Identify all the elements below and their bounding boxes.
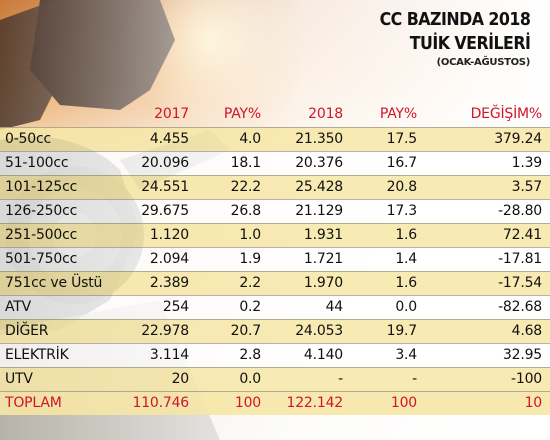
cell-change: 10 (425, 391, 550, 415)
cell-pay-2017: 2.2 (197, 271, 269, 295)
cell-2017: 2.389 (118, 271, 197, 295)
cell-pay-2018: 19.7 (351, 319, 425, 343)
cell-change: -28.80 (425, 199, 550, 223)
cell-2018: 21.129 (269, 199, 351, 223)
cell-pay-2018: 17.5 (351, 127, 425, 151)
cell-2017: 3.114 (118, 343, 197, 367)
cell-change: 4.68 (425, 319, 550, 343)
cell-pay-2017: 4.0 (197, 127, 269, 151)
table-row: 51-100cc 20.096 18.1 20.376 16.7 1.39 (0, 151, 550, 175)
cell-pay-2018: 3.4 (351, 343, 425, 367)
cell-2017: 29.675 (118, 199, 197, 223)
row-label: 101-125cc (0, 175, 118, 199)
cc-data-table: 2017 PAY% 2018 PAY% DEĞİŞİM% 0-50cc 4.45… (0, 101, 550, 415)
cell-pay-2018: 100 (351, 391, 425, 415)
cell-2017: 22.978 (118, 319, 197, 343)
cell-pay-2017: 0.0 (197, 367, 269, 391)
cell-pay-2018: 16.7 (351, 151, 425, 175)
cell-pay-2017: 2.8 (197, 343, 269, 367)
cell-pay-2017: 1.0 (197, 223, 269, 247)
header-pay-2018: PAY% (379, 105, 417, 122)
cell-pay-2018: 1.6 (351, 271, 425, 295)
row-label: 0-50cc (0, 127, 118, 151)
cell-2017: 110.746 (118, 391, 197, 415)
row-label: 51-100cc (0, 151, 118, 175)
cell-change: 32.95 (425, 343, 550, 367)
cell-pay-2018: 17.3 (351, 199, 425, 223)
total-row: TOPLAM 110.746 100 122.142 100 10 (0, 391, 550, 415)
cell-pay-2017: 0.2 (197, 295, 269, 319)
cell-change: -100 (425, 367, 550, 391)
cell-pay-2017: 18.1 (197, 151, 269, 175)
table-row: 126-250cc 29.675 26.8 21.129 17.3 -28.80 (0, 199, 550, 223)
cell-change: 379.24 (425, 127, 550, 151)
cell-pay-2017: 100 (197, 391, 269, 415)
cell-change: -17.81 (425, 247, 550, 271)
table-row: 501-750cc 2.094 1.9 1.721 1.4 -17.81 (0, 247, 550, 271)
cell-2017: 24.551 (118, 175, 197, 199)
cell-change: 72.41 (425, 223, 550, 247)
cell-2018: 1.970 (269, 271, 351, 295)
cell-pay-2018: 0.0 (351, 295, 425, 319)
table-row: 751cc ve Üstü 2.389 2.2 1.970 1.6 -17.54 (0, 271, 550, 295)
cell-2017: 2.094 (118, 247, 197, 271)
cell-2018: - (269, 367, 351, 391)
cell-2017: 4.455 (118, 127, 197, 151)
cell-2018: 4.140 (269, 343, 351, 367)
cell-pay-2017: 22.2 (197, 175, 269, 199)
row-label: DİĞER (0, 319, 118, 343)
cell-2018: 122.142 (269, 391, 351, 415)
table-row: ELEKTRİK 3.114 2.8 4.140 3.4 32.95 (0, 343, 550, 367)
cell-pay-2018: 1.4 (351, 247, 425, 271)
cell-pay-2017: 1.9 (197, 247, 269, 271)
title-block: CC BAZINDA 2018 TUİK VERİLERİ (OCAK-AĞUS… (359, 8, 530, 69)
cell-pay-2018: - (351, 367, 425, 391)
cell-pay-2018: 20.8 (351, 175, 425, 199)
row-label: UTV (0, 367, 118, 391)
row-label: TOPLAM (0, 391, 118, 415)
cell-2018: 20.376 (269, 151, 351, 175)
cell-change: -82.68 (425, 295, 550, 319)
cell-2018: 21.350 (269, 127, 351, 151)
cell-pay-2018: 1.6 (351, 223, 425, 247)
cell-change: 1.39 (425, 151, 550, 175)
cell-2018: 1.931 (269, 223, 351, 247)
row-label: 251-500cc (0, 223, 118, 247)
header-2017: 2017 (154, 105, 189, 122)
row-label: 126-250cc (0, 199, 118, 223)
row-label: 751cc ve Üstü (0, 271, 118, 295)
cell-2018: 44 (269, 295, 351, 319)
cell-2017: 1.120 (118, 223, 197, 247)
header-2018: 2018 (308, 105, 343, 122)
header-row: 2017 PAY% 2018 PAY% DEĞİŞİM% (0, 101, 550, 127)
cell-2018: 1.721 (269, 247, 351, 271)
cell-2017: 254 (118, 295, 197, 319)
cell-2017: 20.096 (118, 151, 197, 175)
cell-pay-2017: 26.8 (197, 199, 269, 223)
table-row: 251-500cc 1.120 1.0 1.931 1.6 72.41 (0, 223, 550, 247)
table-row: ATV 254 0.2 44 0.0 -82.68 (0, 295, 550, 319)
title-line-2: TUİK VERİLERİ (409, 33, 530, 54)
cell-2017: 20 (118, 367, 197, 391)
row-label: 501-750cc (0, 247, 118, 271)
table-row: UTV 20 0.0 - - -100 (0, 367, 550, 391)
row-label: ATV (0, 295, 118, 319)
header-change: DEĞİŞİM% (470, 105, 543, 122)
table-row: DİĞER 22.978 20.7 24.053 19.7 4.68 (0, 319, 550, 343)
cell-2018: 24.053 (269, 319, 351, 343)
cell-change: -17.54 (425, 271, 550, 295)
header-pay-2017: PAY% (223, 105, 261, 122)
cell-2018: 25.428 (269, 175, 351, 199)
cell-pay-2017: 20.7 (197, 319, 269, 343)
table-row: 0-50cc 4.455 4.0 21.350 17.5 379.24 (0, 127, 550, 151)
cell-change: 3.57 (425, 175, 550, 199)
row-label: ELEKTRİK (0, 343, 118, 367)
subtitle: (OCAK-AĞUSTOS) (436, 57, 531, 68)
header-category (0, 101, 118, 127)
table-row: 101-125cc 24.551 22.2 25.428 20.8 3.57 (0, 175, 550, 199)
title-line-1: CC BAZINDA 2018 (379, 9, 530, 30)
